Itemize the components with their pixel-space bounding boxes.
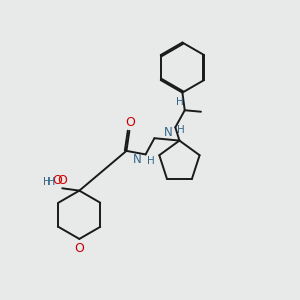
Text: O: O xyxy=(57,174,67,187)
Text: O: O xyxy=(52,174,62,187)
Text: H: H xyxy=(147,156,155,166)
Text: H: H xyxy=(176,97,183,107)
Text: O: O xyxy=(125,116,135,128)
Text: N: N xyxy=(164,126,172,139)
Text: H: H xyxy=(43,177,51,187)
Text: N: N xyxy=(133,153,142,166)
Text: O: O xyxy=(74,242,84,256)
Text: H: H xyxy=(176,125,184,135)
Text: H: H xyxy=(47,177,55,187)
